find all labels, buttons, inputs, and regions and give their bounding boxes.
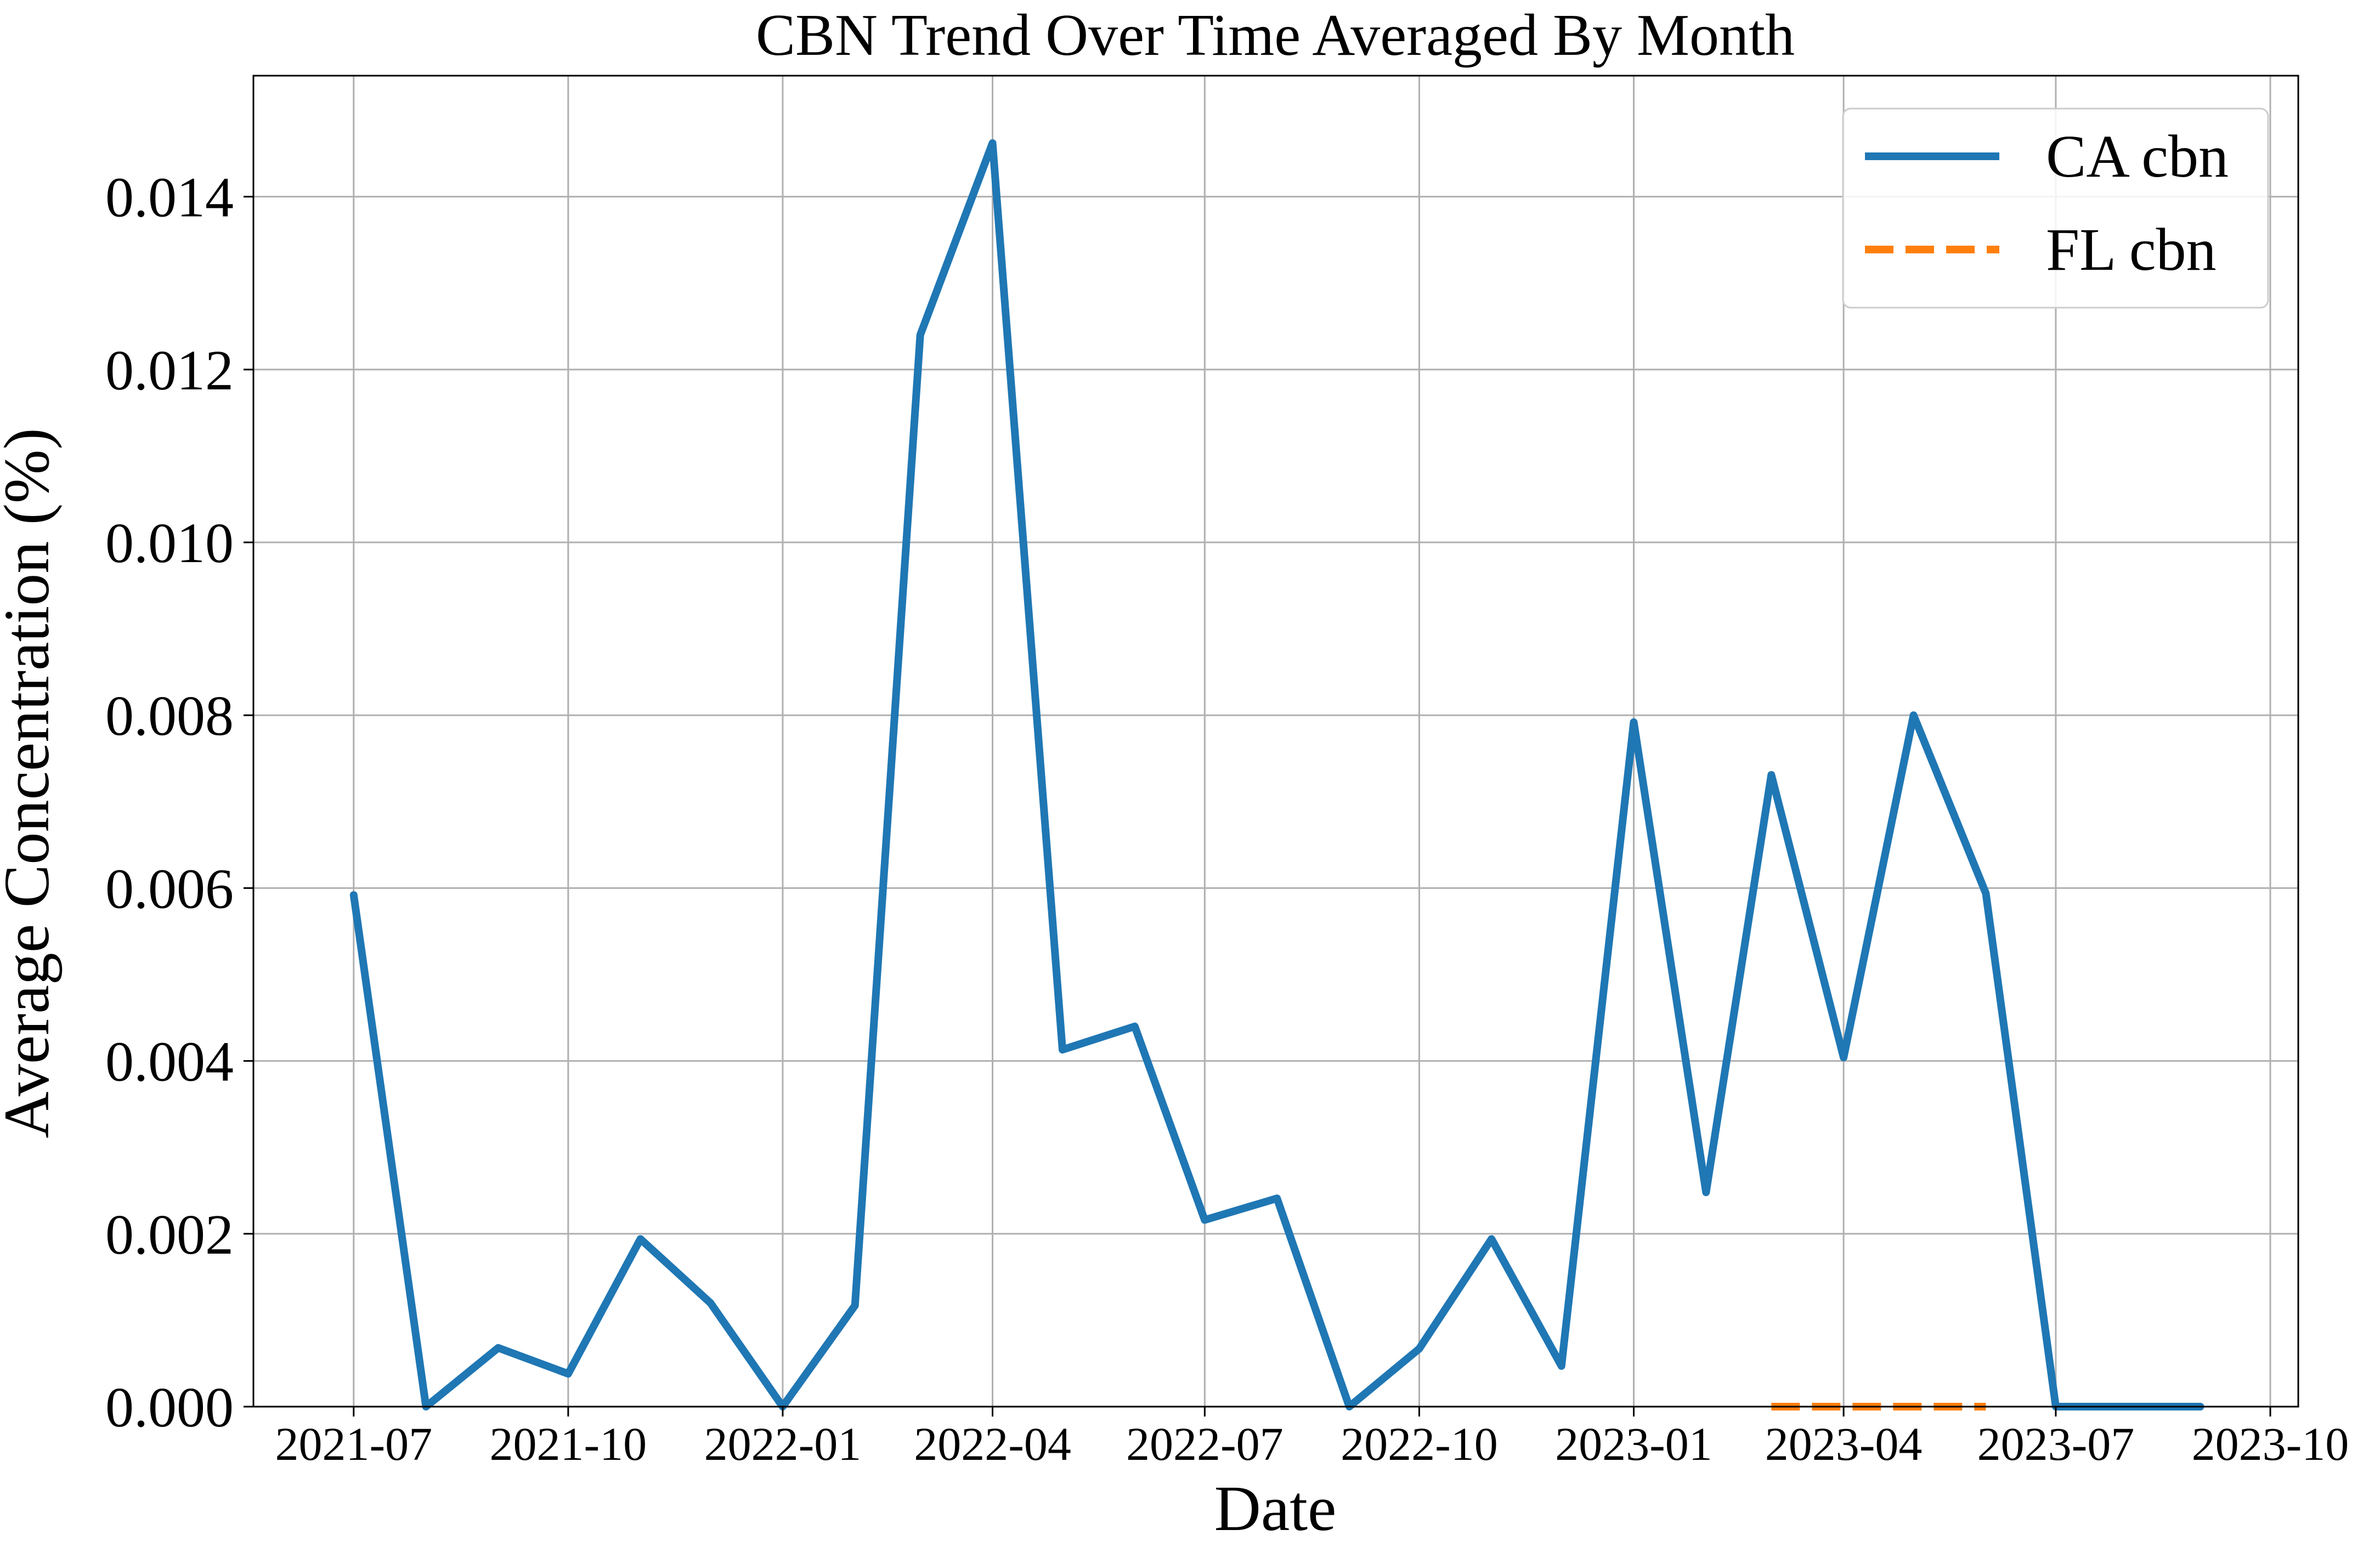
x-tick-label: 2023-04	[1765, 1418, 1923, 1470]
x-tick-label: 2023-01	[1555, 1418, 1712, 1470]
plot-frame	[252, 75, 2299, 1408]
x-tick-label: 2023-07	[1977, 1418, 2135, 1470]
y-axis-label: Average Concentration (%)	[0, 428, 63, 1138]
x-tick-label: 2021-07	[275, 1418, 432, 1470]
y-tick-label: 0.014	[105, 166, 234, 229]
x-tick-label: 2022-04	[914, 1418, 1071, 1470]
x-tick-label: 2021-10	[490, 1418, 647, 1470]
y-tick-label: 0.006	[105, 857, 234, 920]
y-tick-label: 0.012	[105, 339, 234, 402]
x-tick-label: 2022-07	[1126, 1418, 1284, 1470]
legend-label: FL cbn	[2046, 216, 2217, 283]
x-axis-label: Date	[1214, 1472, 1337, 1544]
series-line-ca-cbn	[349, 139, 2204, 1410]
legend-label: CA cbn	[2046, 123, 2229, 190]
ticks: 2021-07 2021-10 2022-01 2022-04 2022-07 2022-…	[105, 166, 2349, 1470]
x-tick-label: 2023-10	[2192, 1418, 2349, 1470]
y-tick-label: 0.000	[105, 1376, 234, 1439]
x-tick-label: 2022-01	[704, 1418, 862, 1470]
y-tick-label: 0.008	[105, 684, 234, 747]
legend: CA cbn FL cbn	[1842, 107, 2269, 309]
x-tick-label: 2022-10	[1341, 1418, 1498, 1470]
chart-title: CBN Trend Over Time Averaged By Month	[756, 3, 1795, 68]
y-tick-label: 0.004	[105, 1030, 234, 1094]
y-tick-label: 0.010	[105, 512, 234, 575]
y-tick-label: 0.002	[105, 1203, 234, 1266]
